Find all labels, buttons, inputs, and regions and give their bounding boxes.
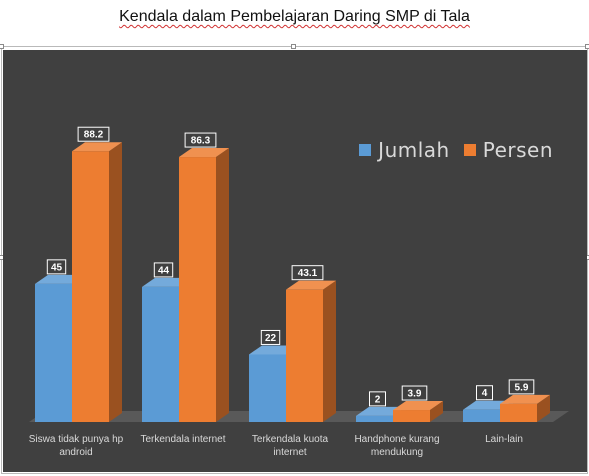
svg-text:2: 2 [375, 394, 381, 405]
svg-text:3.9: 3.9 [408, 389, 422, 400]
chart-plot: 45 88.2 Siswa tidak punya hp android 44 86.3 T… [29, 126, 569, 458]
category-label-3: Terkendala kuota internet [252, 434, 329, 458]
bar-persen-3 [286, 280, 336, 422]
legend-label-persen: Persen [482, 138, 553, 162]
legend-swatch-persen [463, 144, 476, 156]
data-label-persen-1: 88.2 [77, 126, 110, 142]
chart-area[interactable]: 45 88.2 Siswa tidak punya hp android 44 86.3 T… [3, 50, 587, 472]
data-label-persen-5: 5.9 [508, 379, 535, 395]
bar-persen-5 [500, 394, 550, 422]
svg-text:22: 22 [265, 333, 277, 344]
category-label-5: Lain-lain [485, 434, 523, 445]
svg-text:88.2: 88.2 [84, 130, 104, 141]
data-label-jumlah-2: 44 [153, 262, 174, 278]
category-label-1: Siswa tidak punya hp android [29, 434, 124, 458]
bar-persen-4 [393, 401, 443, 422]
legend-item-jumlah: Jumlah [359, 138, 450, 162]
bar-persen-2 [179, 148, 229, 422]
svg-text:4: 4 [482, 388, 488, 399]
chart-selection-frame[interactable] [0, 44, 589, 474]
bar-persen-1 [72, 142, 122, 422]
resize-handle-top-right[interactable] [585, 44, 589, 49]
data-label-jumlah-4: 2 [369, 391, 386, 407]
svg-text:86.3: 86.3 [191, 136, 211, 147]
legend-label-jumlah: Jumlah [378, 138, 450, 162]
data-label-persen-2: 86.3 [184, 132, 217, 148]
category-label-4: Handphone kurang mendukung [354, 434, 439, 458]
data-label-jumlah-3: 22 [260, 329, 281, 345]
data-label-persen-3: 43.1 [291, 265, 324, 281]
data-label-jumlah-5: 4 [476, 385, 493, 401]
category-label-2: Terkendala internet [140, 434, 225, 445]
resize-handle-top-left[interactable] [0, 44, 4, 49]
legend-item-persen: Persen [463, 138, 553, 162]
svg-text:44: 44 [158, 265, 170, 276]
chart-legend: Jumlah Persen [359, 138, 553, 162]
document-title: Kendala dalam Pembelajaran Daring SMP di… [119, 8, 470, 25]
legend-swatch-jumlah [359, 144, 372, 156]
svg-text:43.1: 43.1 [298, 268, 318, 279]
svg-text:45: 45 [51, 262, 63, 273]
data-label-jumlah-1: 45 [46, 259, 67, 275]
resize-handle-top[interactable] [291, 44, 296, 49]
data-label-persen-4: 3.9 [401, 385, 428, 401]
svg-text:5.9: 5.9 [515, 382, 529, 393]
